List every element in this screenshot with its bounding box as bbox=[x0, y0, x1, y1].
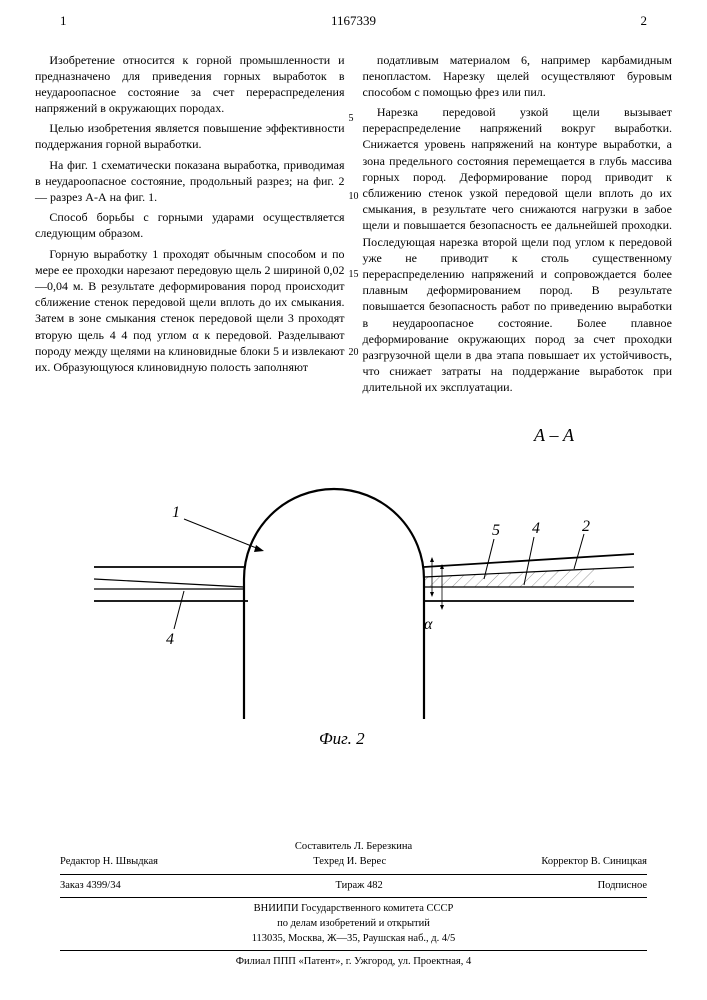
wedge-block bbox=[424, 569, 594, 587]
column-left: Изобретение относится к горной промышлен… bbox=[35, 52, 345, 400]
page-num-left: 1 bbox=[60, 12, 67, 30]
arrowhead bbox=[430, 592, 434, 597]
callout-4: 4 bbox=[532, 520, 540, 537]
org2: по делам изобретений и открытий bbox=[0, 917, 707, 932]
divider bbox=[60, 897, 647, 898]
leader-line bbox=[184, 519, 259, 549]
leader-line bbox=[484, 539, 494, 579]
arrowhead bbox=[430, 557, 434, 562]
subscription: Подписное bbox=[598, 879, 647, 894]
print-row: Заказ 4399/34 Тираж 482 Подписное bbox=[0, 879, 707, 894]
callout-4-left: 4 bbox=[166, 631, 174, 648]
editor: Редактор Н. Швыдкая bbox=[60, 855, 158, 870]
line-num: 15 bbox=[349, 270, 359, 280]
compiler-line: Составитель Л. Березкина bbox=[0, 840, 707, 855]
addr1: 113035, Москва, Ж—35, Раушская наб., д. … bbox=[0, 932, 707, 947]
figure-caption: Фиг. 2 bbox=[319, 729, 365, 748]
credits-row: Редактор Н. Швыдкая Техред И. Верес Корр… bbox=[0, 855, 707, 870]
callout-2: 2 bbox=[582, 518, 590, 535]
section-label: А – А bbox=[533, 425, 575, 445]
callout-5: 5 bbox=[492, 522, 500, 539]
paragraph: Изобретение относится к горной промышлен… bbox=[35, 52, 345, 117]
leader-line bbox=[574, 534, 584, 569]
line-num: 5 bbox=[349, 114, 354, 124]
alpha-label: α bbox=[424, 616, 433, 633]
corrector: Корректор В. Синицкая bbox=[541, 855, 647, 870]
tunnel-outline bbox=[244, 489, 424, 719]
tirage: Тираж 482 bbox=[335, 879, 382, 894]
org1: ВНИИПИ Государственного комитета СССР bbox=[0, 902, 707, 917]
paragraph: податливым материалом 6, например карбам… bbox=[363, 52, 673, 101]
order: Заказ 4399/34 bbox=[60, 879, 121, 894]
line-num: 10 bbox=[349, 192, 359, 202]
paragraph: Способ борьбы с горными ударами осуществ… bbox=[35, 209, 345, 241]
divider bbox=[60, 950, 647, 951]
leader-line bbox=[174, 591, 184, 629]
document-number: 1167339 bbox=[331, 12, 376, 30]
paragraph: Целью изобретения является повышение эфф… bbox=[35, 120, 345, 152]
slot-line bbox=[94, 579, 244, 587]
paragraph: Нарезка передовой узкой щели вызывает пе… bbox=[363, 104, 673, 395]
arrowhead bbox=[254, 545, 264, 552]
divider bbox=[60, 874, 647, 875]
techred: Техред И. Верес bbox=[313, 855, 386, 870]
figure-2: А – А α 1 5 4 2 bbox=[0, 419, 707, 749]
figure-svg: А – А α 1 5 4 2 bbox=[54, 419, 654, 749]
arrowhead bbox=[440, 605, 444, 610]
page-num-right: 2 bbox=[641, 12, 648, 30]
text-columns: Изобретение относится к горной промышлен… bbox=[0, 34, 707, 400]
callout-1: 1 bbox=[172, 504, 180, 521]
line-num: 20 bbox=[349, 348, 359, 358]
addr2: Филиал ППП «Патент», г. Ужгород, ул. Про… bbox=[0, 955, 707, 970]
paragraph: Горную выработку 1 проходят обычным спос… bbox=[35, 246, 345, 376]
paragraph: На фиг. 1 схематически показана выработк… bbox=[35, 157, 345, 206]
footer: Составитель Л. Березкина Редактор Н. Швы… bbox=[0, 840, 707, 970]
column-right: 5 10 15 20 податливым материалом 6, напр… bbox=[363, 52, 673, 400]
